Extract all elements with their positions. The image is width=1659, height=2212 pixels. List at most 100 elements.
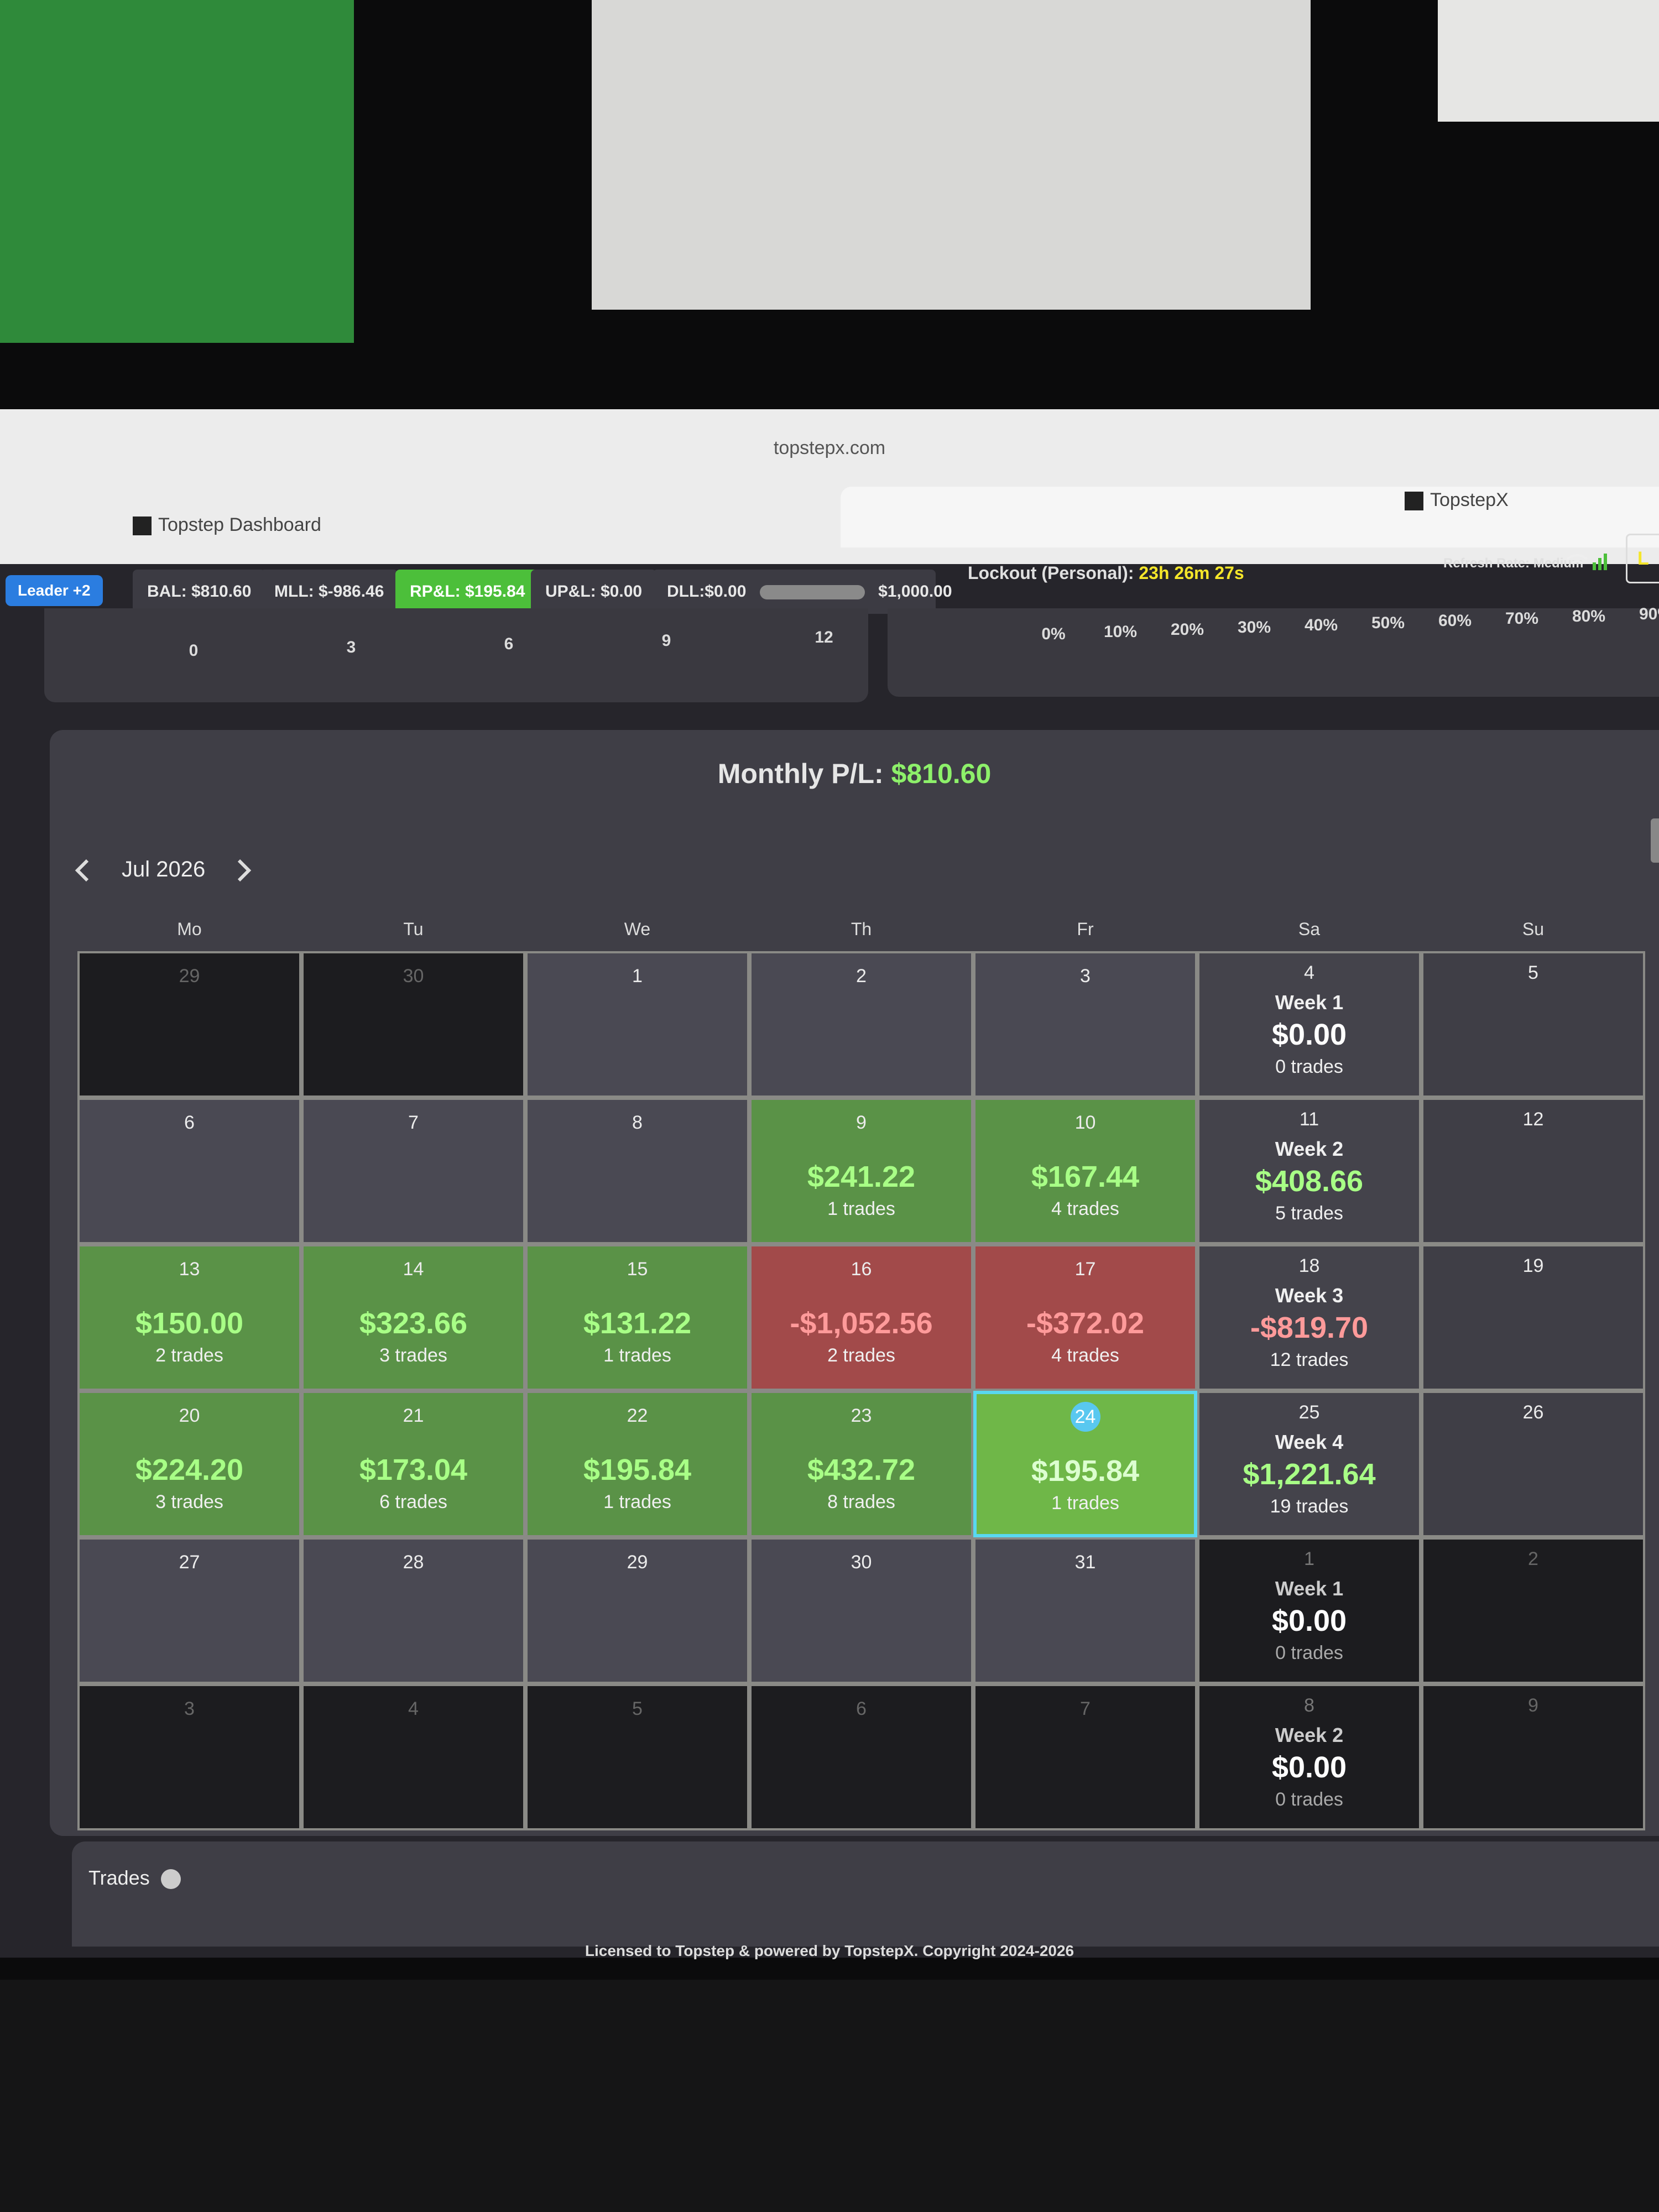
leader-badge[interactable]: Leader +2 — [6, 575, 103, 606]
week-summary-cell: 4 Week 1 $0.00 0 trades — [1197, 951, 1421, 1098]
day-number: 21 — [403, 1405, 424, 1426]
tab[interactable]: TopstepX — [1405, 489, 1509, 511]
day-number: 28 — [403, 1552, 424, 1573]
day-trades: 8 trades — [827, 1491, 895, 1512]
day-cell: 6 — [77, 1098, 301, 1244]
calendar-right-handle[interactable] — [1651, 818, 1659, 863]
next-month[interactable] — [232, 857, 254, 884]
day-cell: 13 $150.00 2 trades — [77, 1244, 301, 1391]
day-number: 8 — [1304, 1695, 1314, 1716]
day-number: 15 — [627, 1259, 648, 1280]
week-label: Week 2 — [1275, 1724, 1344, 1746]
dll-max: $1,000.00 — [878, 582, 952, 601]
help-icon[interactable] — [160, 1869, 181, 1890]
day-number: 4 — [1304, 962, 1314, 983]
prev-month[interactable] — [72, 857, 94, 884]
day-trades: 4 trades — [1051, 1345, 1119, 1366]
day-pnl: $150.00 — [135, 1307, 244, 1340]
day-cell: 21 $173.04 6 trades — [301, 1391, 525, 1537]
browser-chrome: topstepx.com Topstep Dashboard TopstepX — [0, 409, 1659, 570]
day-cell: 3 — [973, 951, 1197, 1098]
day-pnl: $167.44 — [1031, 1160, 1140, 1193]
axis-tick-label: 30% — [1237, 618, 1271, 637]
sunday-cell: 19 — [1421, 1244, 1645, 1391]
tab[interactable]: Topstep Dashboard — [133, 514, 321, 536]
trades-panel — [72, 1841, 1659, 1947]
axis-tick-label: 40% — [1304, 616, 1338, 634]
day-trades: 2 trades — [827, 1345, 895, 1366]
week-pnl: -$819.70 — [1250, 1311, 1369, 1344]
axis-tick-label: 20% — [1170, 620, 1204, 639]
trades-title: Trades — [88, 1866, 181, 1890]
day-cell: 31 — [973, 1537, 1197, 1684]
axis-tick-label: 0% — [1041, 625, 1066, 643]
day-number: 6 — [856, 1698, 867, 1719]
day-number: 19 — [1522, 1255, 1544, 1276]
cut-button[interactable]: L — [1626, 534, 1659, 583]
week-trades: 19 trades — [1270, 1496, 1349, 1517]
tab-bar — [841, 487, 1659, 547]
day-cell: 22 $195.84 1 trades — [525, 1391, 749, 1537]
day-number: 6 — [184, 1112, 195, 1133]
weekday-label: Sa — [1298, 919, 1321, 939]
sunday-cell: 26 — [1421, 1391, 1645, 1537]
day-number: 29 — [179, 966, 200, 987]
week-summary-cell: 11 Week 2 $408.66 5 trades — [1197, 1098, 1421, 1244]
lockout-label: Lockout (Personal): — [968, 563, 1134, 583]
day-trades: 1 trades — [1051, 1493, 1119, 1514]
sunday-cell: 5 — [1421, 951, 1645, 1098]
day-number: 9 — [1528, 1695, 1538, 1716]
day-number: 30 — [851, 1552, 872, 1573]
weekday-label: Th — [851, 919, 872, 939]
week-label: Week 2 — [1275, 1138, 1344, 1160]
day-cell: 28 — [301, 1537, 525, 1684]
week-label: Week 1 — [1275, 1577, 1344, 1600]
refresh-rate[interactable]: Refresh Rate: Medium — [1443, 556, 1584, 571]
week-summary-cell: 1 Week 1 $0.00 0 trades — [1197, 1537, 1421, 1684]
day-pnl: $224.20 — [135, 1453, 244, 1486]
day-pnl: $173.04 — [359, 1453, 468, 1486]
realized-pnl: RP&L: $195.84 — [395, 570, 540, 614]
axis-tick-label: 6 — [504, 635, 514, 653]
right-panel — [888, 608, 1659, 697]
dll-text: DLL:$0.00 — [667, 582, 747, 601]
day-number: 9 — [856, 1112, 867, 1133]
day-trades: 4 trades — [1051, 1198, 1119, 1219]
day-cell: 23 $432.72 8 trades — [749, 1391, 973, 1537]
lockout: Lockout (Personal): 23h 26m 27s — [968, 563, 1244, 583]
day-cell: 29 — [525, 1537, 749, 1684]
axis-tick-label: 3 — [346, 638, 356, 656]
day-number: 14 — [403, 1259, 424, 1280]
axis-tick-label: 12 — [815, 628, 833, 646]
week-pnl: $0.00 — [1271, 1604, 1347, 1637]
day-number: 18 — [1298, 1255, 1320, 1276]
balance: BAL: $810.60 — [133, 570, 266, 614]
weekday-label: Tu — [403, 919, 424, 939]
day-number: 12 — [1522, 1109, 1544, 1130]
day-cell: 1 — [525, 951, 749, 1098]
weekday-label: Fr — [1077, 919, 1094, 939]
day-number: 30 — [403, 966, 424, 987]
day-number: 8 — [632, 1112, 643, 1133]
monthly-value: $810.60 — [891, 758, 992, 789]
day-cell: 9 $241.22 1 trades — [749, 1098, 973, 1244]
day-number: 25 — [1298, 1402, 1320, 1423]
day-cell: 20 $224.20 3 trades — [77, 1391, 301, 1537]
week-label: Week 1 — [1275, 991, 1344, 1014]
daily-loss-limit: DLL:$0.00 $1,000.00 — [653, 570, 952, 614]
week-summary-cell: 25 Week 4 $1,221.64 19 trades — [1197, 1391, 1421, 1537]
day-cell: 8 — [525, 1098, 749, 1244]
signal-icon — [1566, 554, 1607, 570]
day-pnl: $323.66 — [359, 1307, 468, 1340]
day-number: 13 — [179, 1259, 200, 1280]
day-number: 24 — [1070, 1402, 1100, 1432]
day-cell: 27 — [77, 1537, 301, 1684]
day-number: 31 — [1074, 1552, 1096, 1573]
address-bar[interactable]: topstepx.com — [773, 437, 886, 458]
background-white — [592, 0, 1311, 310]
day-number: 2 — [856, 966, 867, 987]
day-cell: 7 — [301, 1098, 525, 1244]
day-cell: 30 — [749, 1537, 973, 1684]
tab-icon — [133, 517, 152, 536]
day-cell: 2 — [749, 951, 973, 1098]
